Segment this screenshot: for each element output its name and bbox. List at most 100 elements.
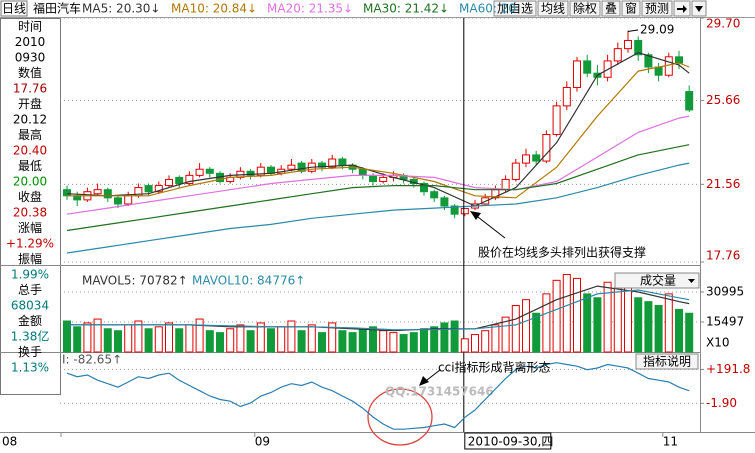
volume-bar bbox=[154, 326, 163, 353]
legend-entry: MA10: 20.84↓ bbox=[171, 2, 257, 16]
volume-bar bbox=[501, 316, 510, 353]
toolbar-label[interactable]: 加自选 bbox=[497, 2, 533, 16]
toolbar-button[interactable] bbox=[493, 0, 537, 17]
volume-bar bbox=[399, 334, 408, 353]
volume-bar bbox=[562, 274, 571, 353]
volume-bar bbox=[103, 328, 112, 353]
info-text: 金额 bbox=[18, 313, 42, 328]
y-tick-label: 21.56 bbox=[706, 177, 740, 191]
volume-bar bbox=[256, 322, 265, 353]
indicator-select[interactable] bbox=[614, 272, 700, 289]
y-tick-label: 17.76 bbox=[706, 249, 740, 263]
candle-body bbox=[144, 185, 153, 193]
volume-bar bbox=[409, 332, 418, 353]
candle-body bbox=[195, 168, 204, 176]
peak-pointer bbox=[627, 29, 639, 32]
candle-body bbox=[624, 39, 632, 50]
volume-bar bbox=[226, 328, 235, 353]
volume-bar bbox=[440, 322, 449, 353]
indicator-button-label[interactable]: 指标说明 bbox=[643, 354, 691, 369]
info-text: 开盘 bbox=[18, 96, 42, 111]
toolbar-button[interactable] bbox=[621, 0, 641, 17]
watermark: QQ:1731457646 bbox=[385, 385, 494, 399]
volume-bar bbox=[134, 320, 143, 353]
indicator-button[interactable] bbox=[635, 353, 699, 370]
volume-bar bbox=[685, 312, 694, 353]
volume-bar bbox=[277, 326, 286, 353]
volume-bar bbox=[205, 330, 214, 353]
annotation-arrow bbox=[473, 213, 506, 239]
volume-bar bbox=[379, 330, 388, 353]
volume-bar bbox=[287, 320, 296, 353]
candle-body bbox=[114, 197, 122, 205]
candle-body bbox=[450, 205, 459, 215]
candle-body bbox=[460, 207, 469, 215]
volume-bar bbox=[420, 328, 428, 353]
toolbar-label[interactable]: 除权 bbox=[573, 1, 597, 16]
x-tick-label: 08 bbox=[2, 435, 17, 449]
volume-bar bbox=[481, 330, 490, 353]
volume-bar bbox=[450, 320, 459, 353]
candle-body bbox=[583, 60, 592, 74]
y-tick-label: +191.8 bbox=[706, 362, 750, 376]
toolbar-label[interactable]: 均线 bbox=[541, 2, 565, 16]
volume-bar bbox=[532, 312, 541, 353]
volume-bar bbox=[144, 328, 153, 353]
candle-body bbox=[522, 154, 530, 164]
series-line bbox=[66, 52, 690, 207]
toolbar-label[interactable]: 窗 bbox=[625, 2, 637, 16]
legend-entry: I: -82.65↑ bbox=[62, 353, 122, 367]
candle-body bbox=[552, 105, 561, 135]
toolbar-button[interactable] bbox=[601, 0, 621, 17]
info-text: 涨幅 bbox=[18, 220, 42, 235]
toolbar-label[interactable]: 叠 bbox=[605, 2, 617, 16]
candle-body bbox=[654, 66, 663, 76]
volume-bar bbox=[522, 299, 530, 353]
volume-bar bbox=[664, 293, 673, 353]
volume-bar bbox=[511, 305, 520, 353]
arrow-icon bbox=[695, 6, 703, 12]
info-text: 数值 bbox=[18, 65, 42, 80]
candle-body bbox=[562, 86, 571, 107]
series-line bbox=[66, 362, 690, 430]
stock-name: 福田汽车 bbox=[33, 1, 81, 16]
volume-bar bbox=[358, 328, 367, 353]
toolbar-label[interactable]: 预测 bbox=[645, 2, 669, 16]
unit-label: X10 bbox=[706, 336, 730, 350]
volume-bar bbox=[348, 332, 357, 353]
info-text: 1.13% bbox=[11, 361, 49, 375]
candle-body bbox=[93, 189, 102, 195]
info-text: 2010 bbox=[15, 35, 46, 49]
info-text: 最低 bbox=[18, 159, 42, 173]
annotation: cci指标形成背离形态 bbox=[438, 360, 551, 375]
candle-body bbox=[287, 164, 296, 170]
series-line bbox=[67, 289, 690, 331]
series-line bbox=[66, 162, 690, 254]
candle-body bbox=[103, 189, 112, 199]
indicator-select-label[interactable]: 成交量 bbox=[640, 273, 676, 288]
volume-bar bbox=[573, 277, 581, 353]
volume-bar bbox=[328, 322, 337, 353]
info-text: 总手 bbox=[18, 283, 42, 297]
volume-bar bbox=[267, 328, 275, 353]
candle-body bbox=[154, 185, 163, 193]
period-box[interactable] bbox=[0, 0, 28, 17]
volume-bar bbox=[338, 330, 347, 353]
legend-entry: MA5: 20.30↓ bbox=[82, 2, 160, 16]
period[interactable]: 日线 bbox=[2, 2, 26, 16]
info-text: 1.99% bbox=[11, 268, 49, 282]
volume-bar bbox=[175, 328, 184, 353]
toolbar-button[interactable] bbox=[569, 0, 601, 17]
toolbar-button[interactable] bbox=[537, 0, 569, 17]
toolbar-button[interactable] bbox=[641, 0, 673, 17]
candle-body bbox=[634, 39, 643, 56]
candle-body bbox=[511, 162, 520, 180]
candle-body bbox=[205, 168, 214, 174]
volume-bar bbox=[389, 332, 398, 353]
info-text: 68034 bbox=[11, 299, 49, 313]
volume-bar bbox=[114, 330, 122, 353]
candle-body bbox=[175, 176, 184, 185]
volume-bar bbox=[195, 318, 204, 353]
